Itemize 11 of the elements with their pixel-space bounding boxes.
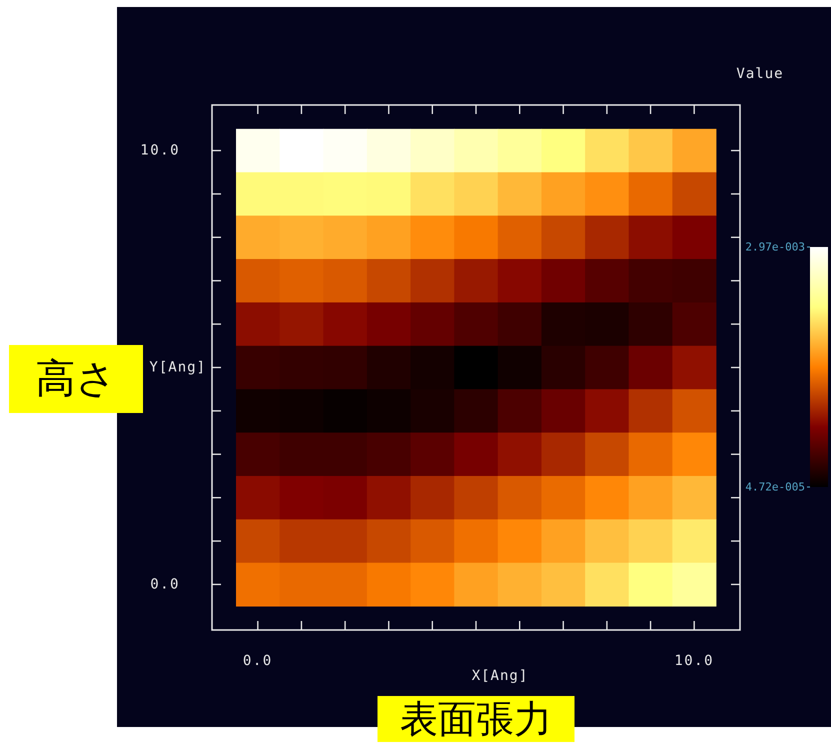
annotation: 高さ	[9, 345, 143, 413]
annotation: 表面張力	[378, 696, 574, 742]
y-axis-title: Y[Ang]	[149, 360, 206, 376]
x-axis-title: X[Ang]	[472, 668, 528, 684]
colorbar-tick-label: 4.72e-005	[745, 480, 805, 494]
y-tick-label: 0.0	[150, 576, 180, 592]
x-tick-label: 0.0	[242, 653, 273, 669]
x-tick-label: 10.0	[674, 653, 714, 669]
y-tick-label: 10.0	[140, 142, 180, 159]
colorbar-title: Value	[736, 66, 784, 82]
colorbar-tick-label: 2.97e-003	[745, 240, 805, 254]
